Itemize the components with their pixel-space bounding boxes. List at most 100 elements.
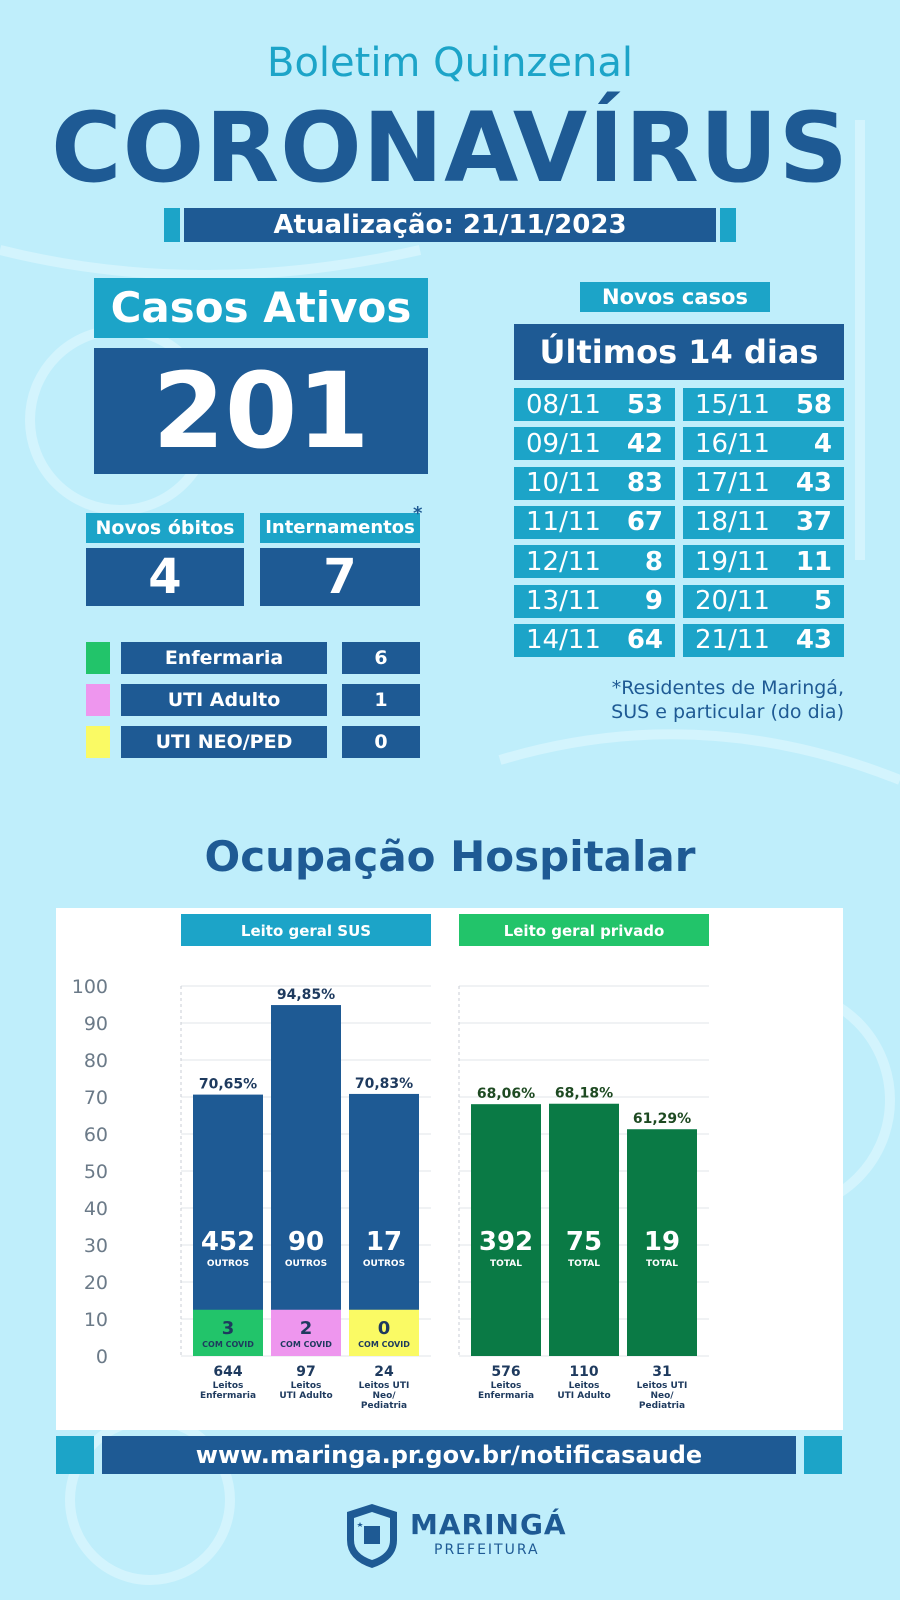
daily-cases-date: 19/11: [695, 546, 770, 577]
daily-cases-date: 14/11: [526, 625, 601, 656]
daily-cases-value: 58: [795, 389, 832, 420]
bed-count: 97: [296, 1364, 315, 1380]
update-bar-left-accent: [164, 208, 180, 242]
legend-value: 0: [342, 726, 420, 758]
daily-cases-row: 10/11 83: [514, 466, 675, 500]
bed-type-label: Leitos: [569, 1381, 600, 1391]
daily-cases-row: 09/11 42: [514, 427, 675, 461]
bar-percent-label: 61,29%: [633, 1111, 691, 1127]
bar-percent-label: 68,18%: [555, 1086, 613, 1102]
daily-cases-date: 16/11: [695, 428, 770, 459]
daily-cases-row: 08/11 53: [514, 388, 675, 421]
covid-segment: [271, 1309, 341, 1356]
y-tick-label: 20: [84, 1272, 108, 1294]
bed-type-label: Leitos: [491, 1381, 522, 1391]
legend-swatch: [86, 642, 110, 674]
bar-main-value: 392: [479, 1227, 533, 1257]
bar-main-label: TOTAL: [646, 1259, 678, 1269]
daily-cases-value: 43: [795, 625, 832, 656]
daily-cases-row: 20/11 5: [683, 584, 844, 618]
daily-cases-date: 20/11: [695, 586, 770, 616]
daily-cases-date: 15/11: [695, 389, 770, 420]
y-tick-label: 90: [84, 1013, 108, 1035]
legend-label: UTI Adulto: [121, 684, 327, 716]
group-header: [459, 914, 709, 946]
bar-percent-label: 70,65%: [199, 1077, 257, 1093]
daily-cases-value: 42: [626, 428, 663, 459]
bar-main-label: OUTROS: [285, 1259, 327, 1269]
daily-cases-date: 13/11: [526, 586, 601, 616]
covid-label: COM COVID: [280, 1340, 332, 1349]
daily-cases-value: 53: [626, 389, 663, 420]
daily-cases-date: 10/11: [526, 468, 601, 499]
bed-type-label: Leitos: [213, 1381, 244, 1391]
occupancy-bar: [549, 1103, 619, 1356]
daily-cases-date: 08/11: [526, 389, 601, 420]
covid-value: 0: [378, 1318, 391, 1339]
daily-cases-date: 11/11: [526, 507, 601, 538]
y-tick-label: 50: [84, 1161, 108, 1183]
new-deaths-label: Novos óbitos: [86, 513, 244, 543]
hospitalizations-value: 7: [260, 548, 420, 606]
daily-cases-row: 12/11 8: [514, 545, 675, 579]
maringa-coat-of-arms-logo: [347, 1504, 397, 1568]
daily-cases-row: 13/11 9: [514, 584, 675, 618]
daily-cases-date: 09/11: [526, 428, 601, 459]
y-tick-label: 30: [84, 1235, 108, 1257]
occupancy-bar: [271, 1005, 341, 1356]
occupancy-chart-panel: 0 10 20 30 40 50 60 70 80 90 100 Leito geral SUS 70,…: [56, 908, 843, 1430]
covid-value: 3: [222, 1318, 235, 1339]
legend-value: 6: [342, 642, 420, 674]
group-header-label: Leito geral SUS: [241, 922, 371, 940]
hospitalizations-label: Internamentos: [260, 513, 420, 543]
daily-cases-value: 83: [626, 468, 663, 499]
bar-main-label: OUTROS: [363, 1259, 405, 1269]
daily-cases-row: 21/11 43: [683, 623, 844, 657]
covid-label: COM COVID: [358, 1340, 410, 1349]
note-line-2: SUS e particular (do dia): [611, 701, 844, 723]
occupancy-bar: [627, 1129, 697, 1356]
daily-cases-row: 14/11 64: [514, 623, 675, 657]
daily-cases-value: 9: [644, 586, 663, 616]
bed-type-label: Enfermaria: [200, 1391, 256, 1401]
bar-main-value: 90: [288, 1227, 324, 1257]
y-tick-label: 10: [84, 1309, 108, 1331]
bar-percent-label: 70,83%: [355, 1076, 413, 1092]
y-tick-label: 100: [72, 976, 108, 998]
covid-label: COM COVID: [202, 1340, 254, 1349]
bed-count: 110: [569, 1364, 598, 1380]
daily-cases-value: 43: [795, 468, 832, 499]
bed-type-label: Leitos UTI: [359, 1381, 410, 1391]
daily-cases-row: 11/11 67: [514, 505, 675, 539]
bed-type-label: Neo/: [372, 1391, 396, 1401]
bed-type-label: UTI Adulto: [557, 1391, 610, 1401]
daily-cases-date: 17/11: [695, 468, 770, 499]
bed-type-label: Neo/: [650, 1391, 674, 1401]
logo-subtitle: PREFEITURA: [434, 1542, 540, 1558]
active-cases-value: 201: [94, 348, 428, 474]
note-line-1: *Residentes de Maringá,: [611, 677, 844, 699]
legend-value: 1: [342, 684, 420, 716]
group-header: [181, 914, 431, 946]
bar-main-value: 452: [201, 1227, 255, 1257]
daily-cases-row: 17/11 43: [683, 466, 844, 500]
daily-cases-value: 8: [644, 546, 663, 577]
footer-right-accent: [804, 1436, 842, 1474]
bed-count: 576: [491, 1364, 520, 1380]
daily-cases-value: 37: [795, 507, 832, 538]
daily-cases-row: 15/11 58: [683, 388, 844, 421]
daily-cases-date: 18/11: [695, 507, 770, 538]
new-cases-label: Novos casos: [580, 282, 770, 312]
new-cases-period-header: Últimos 14 dias: [514, 324, 844, 380]
footer-left-accent: [56, 1436, 94, 1474]
covid-segment: [193, 1309, 263, 1356]
bed-count: 644: [213, 1364, 242, 1380]
bar-main-value: 75: [566, 1227, 602, 1257]
footer-url[interactable]: www.maringa.pr.gov.br/notificasaude: [102, 1436, 796, 1474]
y-tick-label: 80: [84, 1050, 108, 1072]
covid-segment: [349, 1309, 419, 1356]
legend-label: UTI NEO/PED: [121, 726, 327, 758]
bar-main-value: 17: [366, 1227, 402, 1257]
new-cases-note: *Residentes de Maringá, SUS e particular…: [560, 676, 844, 724]
daily-cases-row: 18/11 37: [683, 505, 844, 539]
